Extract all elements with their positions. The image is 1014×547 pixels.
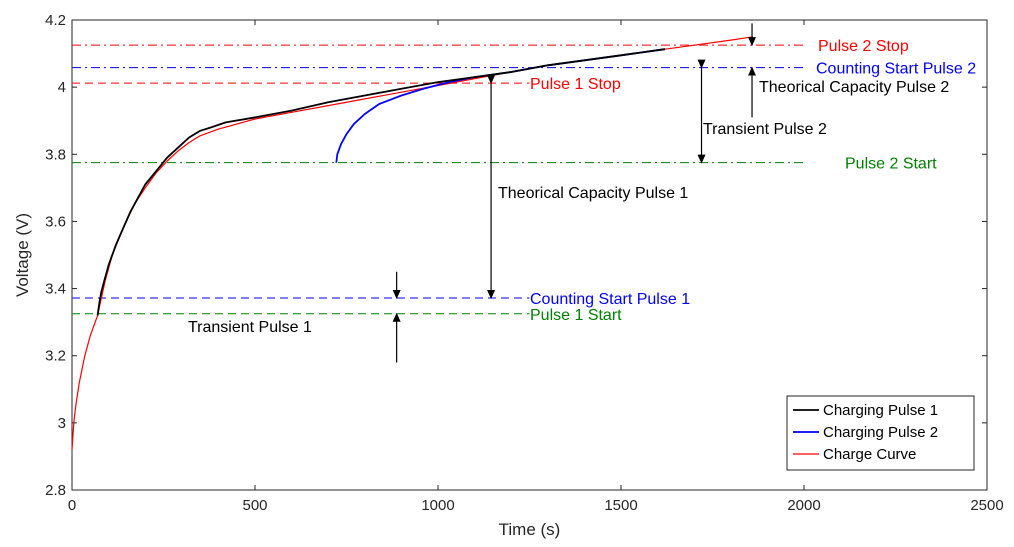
y-tick-label: 3.4 bbox=[45, 281, 66, 298]
reference-line-label: Pulse 2 Stop bbox=[818, 38, 909, 55]
x-tick-label: 1500 bbox=[604, 497, 637, 514]
reference-line-label: Pulse 2 Start bbox=[845, 156, 937, 173]
legend-box bbox=[786, 395, 975, 471]
y-tick-label: 4 bbox=[58, 79, 66, 96]
y-tick-label: 3.2 bbox=[45, 348, 66, 365]
y-axis-label: Voltage (V) bbox=[13, 213, 32, 297]
x-tick-label: 1000 bbox=[421, 497, 454, 514]
y-tick-label: 3 bbox=[58, 415, 66, 432]
y-tick-label: 4.2 bbox=[45, 12, 66, 29]
x-tick-label: 500 bbox=[242, 497, 267, 514]
annotation-arrows bbox=[392, 23, 757, 363]
legend-entry-label: Charging Pulse 1 bbox=[823, 402, 938, 419]
legend-entry-label: Charge Curve bbox=[823, 446, 916, 463]
annotation-label: Theorical Capacity Pulse 1 bbox=[498, 185, 688, 202]
y-tick-label: 3.6 bbox=[45, 213, 66, 230]
x-tick-label: 2000 bbox=[787, 497, 820, 514]
series-lines bbox=[71, 36, 753, 450]
x-tick-label: 0 bbox=[68, 497, 76, 514]
series-line bbox=[335, 48, 666, 163]
plot-frame bbox=[71, 19, 988, 491]
reference-line-label: Pulse 1 Start bbox=[530, 307, 622, 324]
y-tick-label: 2.8 bbox=[45, 482, 66, 499]
annotation-label: Theorical Capacity Pulse 2 bbox=[759, 79, 949, 96]
x-tick-label: 2500 bbox=[970, 497, 1003, 514]
annotation-labels: Pulse 2 Stop Counting Start Pulse 2 Pulse … bbox=[188, 38, 976, 336]
reference-line-label: Counting Start Pulse 2 bbox=[816, 61, 976, 78]
series-line bbox=[71, 36, 753, 450]
annotation-label: Transient Pulse 2 bbox=[703, 121, 827, 138]
annotation-label: Transient Pulse 1 bbox=[188, 319, 312, 336]
reference-line-label: Counting Start Pulse 1 bbox=[530, 291, 690, 308]
legend: Charging Pulse 1 Charging Pulse 2 Charge C… bbox=[786, 395, 975, 471]
reference-line-label: Pulse 1 Stop bbox=[530, 76, 621, 93]
y-tick-label: 3.8 bbox=[45, 146, 66, 163]
legend-entry-label: Charging Pulse 2 bbox=[823, 424, 938, 441]
series-line bbox=[96, 48, 666, 316]
x-axis-label: Time (s) bbox=[499, 520, 561, 539]
axes: 0 500 1000 1500 2000 2500 2.8 3 3.2 3.4 3.6 3.8 4 4.2… bbox=[13, 12, 1004, 539]
